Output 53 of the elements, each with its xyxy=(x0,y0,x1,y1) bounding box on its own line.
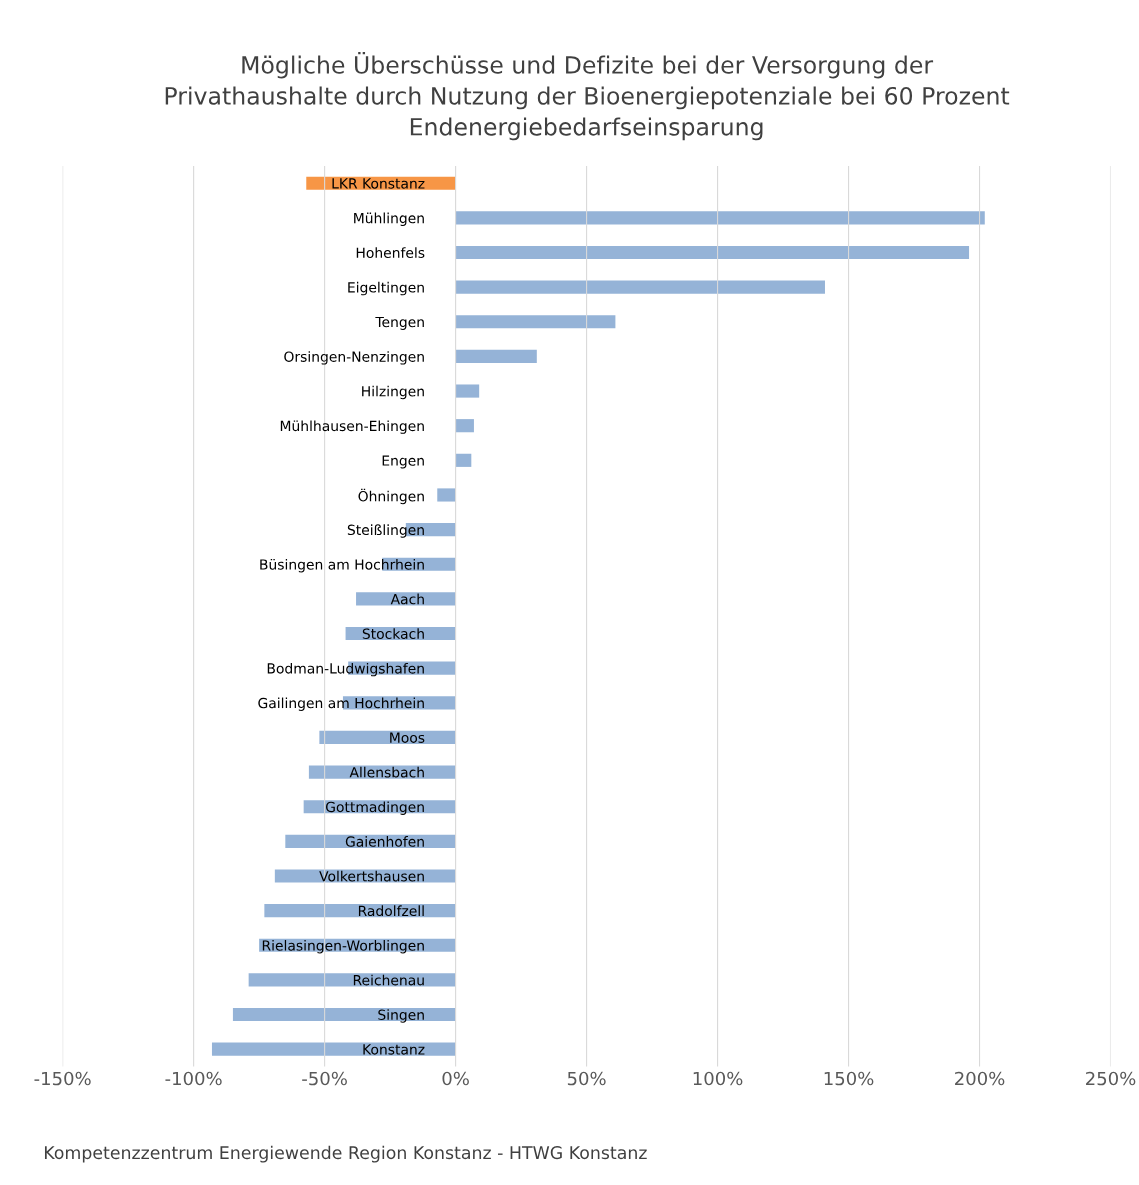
bar xyxy=(455,453,472,467)
y-tick-label: Eigeltingen xyxy=(348,281,424,296)
y-tick-label: Gailingen am Hochrhein xyxy=(258,697,424,711)
y-tick-label: Hohenfels xyxy=(356,247,425,258)
y-tick-label: Rielasingen-Worblingen xyxy=(262,939,424,954)
bar xyxy=(319,730,456,745)
y-tick-label: Engen xyxy=(382,455,424,469)
x-tick-label: 0% xyxy=(442,1071,469,1086)
bar xyxy=(437,488,456,502)
x-tick-label: -50% xyxy=(302,1071,347,1086)
bar xyxy=(455,245,970,260)
x-tick-label: 100% xyxy=(693,1071,743,1086)
x-tick-label: 150% xyxy=(824,1071,874,1086)
bar xyxy=(248,973,456,987)
bar xyxy=(308,765,456,779)
x-tick-label: 200% xyxy=(955,1071,1005,1086)
y-tick-label: Mühlhausen-Ehingen xyxy=(280,420,424,434)
y-tick-label: Öhningen xyxy=(358,488,424,505)
bar xyxy=(455,315,616,329)
y-tick-label: Aach xyxy=(390,593,424,605)
y-tick-label: Büsingen am Hochrhein xyxy=(260,558,424,573)
y-tick-label: Hilzingen xyxy=(362,385,424,400)
text: Kompetenzzentrum Energiewende Region Konstanz - HTWG Konstanz xyxy=(44,1145,647,1163)
y-tick-label: Allensbach xyxy=(349,766,424,778)
y-tick-label: Tengen xyxy=(375,316,424,330)
y-tick-label: LKR Konstanz xyxy=(332,178,425,189)
y-tick-label: Bodman-Ludwigshafen xyxy=(267,662,424,677)
chart-title: Mögliche Überschüsse und Defizite bei der Versorgung der Privathaushalte durch Nutzung der Bioenergiepotenziale bei 60 Prozent Endenergiebedarfseinsparung xyxy=(165,51,1010,141)
y-tick-label: Stockach xyxy=(362,628,424,639)
bar xyxy=(455,419,474,433)
y-tick-label: Singen xyxy=(378,1009,424,1023)
x-tick-label: 50% xyxy=(567,1071,606,1086)
y-tick-label: Konstanz xyxy=(363,1044,425,1055)
x-tick-label: -100% xyxy=(165,1071,222,1086)
y-tick-label: Gottmadingen xyxy=(325,801,424,815)
y-tick-label: Reichenau xyxy=(353,974,424,986)
y-tick-label: Radolfzell xyxy=(358,905,424,917)
bar xyxy=(274,869,456,883)
bar xyxy=(455,280,825,294)
bar xyxy=(232,1007,456,1022)
bar xyxy=(455,349,537,363)
y-tick-label: Mühlingen xyxy=(354,212,424,227)
y-tick-label: Orsingen-Nenzingen xyxy=(284,351,424,365)
y-tick-label: Moos xyxy=(390,732,425,743)
y-tick-label: Volkertshausen xyxy=(319,870,424,882)
bar xyxy=(455,211,985,225)
bar xyxy=(356,592,456,606)
x-tick-label: -150% xyxy=(34,1071,91,1086)
y-tick-label: Gaienhofen xyxy=(345,836,424,847)
bar xyxy=(455,384,480,398)
y-tick-label: Steißlingen xyxy=(347,524,424,538)
x-tick-label: 250% xyxy=(1086,1071,1136,1086)
bar xyxy=(211,1042,456,1056)
